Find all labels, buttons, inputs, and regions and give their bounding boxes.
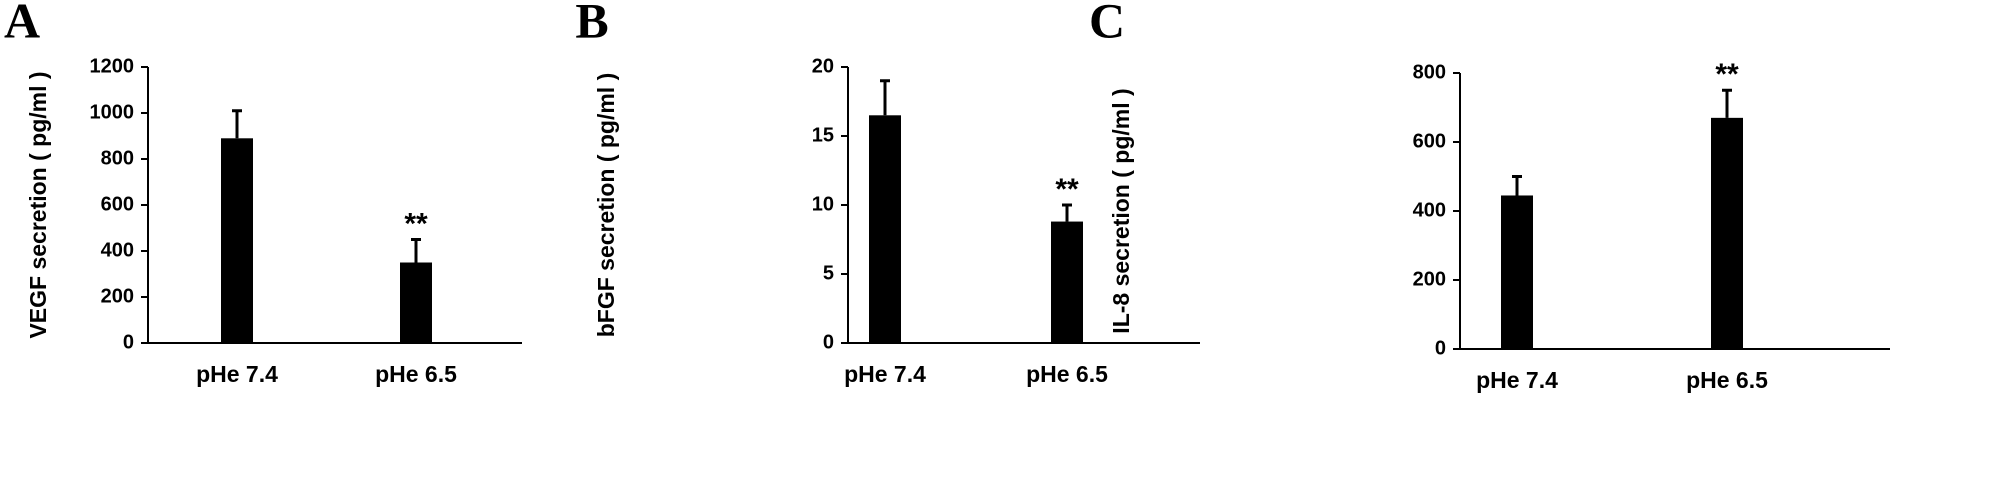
y-tick-label: 1200 [90,55,135,77]
y-tick-label: 200 [1413,268,1446,290]
x-tick-label: pHe 6.5 [1686,367,1768,393]
error-bar [880,79,890,116]
x-tick-label: pHe 6.5 [375,361,457,387]
y-tick-label: 15 [812,124,834,146]
bar [400,262,432,343]
significance-mark: ** [1055,173,1079,206]
bar [1711,117,1743,349]
x-tick-label: pHe 7.4 [844,361,926,387]
y-tick-label: 0 [1435,337,1446,359]
x-tick-label: pHe 6.5 [1026,361,1108,387]
y-tick-label: 10 [812,193,834,215]
y-axis-label: bFGF secretion ( pg/ml ) [593,73,619,338]
x-tick-label: pHe 7.4 [196,361,278,387]
panel-label: A [4,0,40,48]
panel-label: C [1089,0,1125,48]
y-axis-label: VEGF secretion ( pg/ml ) [25,71,51,338]
error-bar [1722,88,1732,118]
significance-mark: ** [404,207,428,240]
x-tick-label: pHe 7.4 [1476,367,1558,393]
y-tick-label: 0 [823,331,834,353]
y-tick-label: 20 [812,55,834,77]
error-bar [411,238,421,263]
y-tick-label: 400 [1413,199,1446,221]
y-axis-label: IL-8 secretion ( pg/ml ) [1108,88,1134,333]
y-tick-label: 5 [823,262,834,284]
error-bar [1062,203,1072,222]
panel-label: B [575,0,608,48]
y-tick-label: 600 [1413,130,1446,152]
significance-mark: ** [1715,58,1739,91]
bar [1051,221,1083,343]
bar [869,115,901,343]
error-bar [232,109,242,139]
y-tick-label: 600 [101,193,134,215]
y-tick-label: 800 [101,147,134,169]
bar [1501,195,1533,349]
y-tick-label: 200 [101,285,134,307]
y-tick-label: 1000 [90,101,135,123]
error-bar [1512,175,1522,196]
y-tick-label: 0 [123,331,134,353]
bar [221,138,253,343]
y-tick-label: 400 [101,239,134,261]
y-tick-label: 800 [1413,61,1446,83]
